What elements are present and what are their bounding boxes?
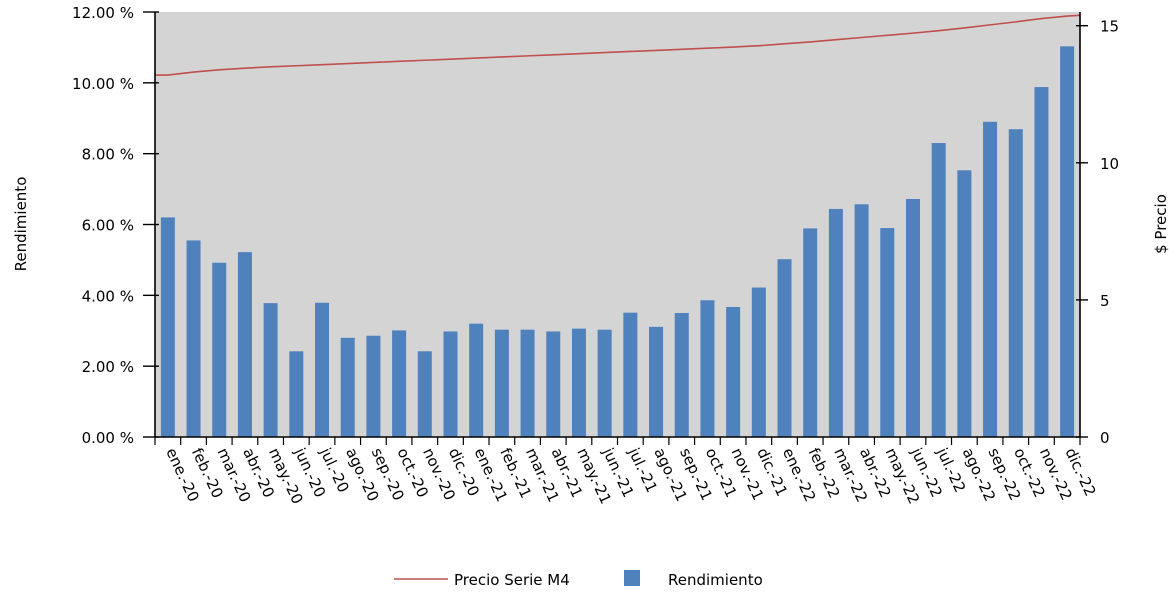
bar-12 [469, 323, 484, 437]
bar-30 [931, 143, 946, 438]
bar-23 [751, 287, 766, 437]
bar-16 [571, 328, 586, 438]
bar-18 [623, 312, 638, 437]
bar-1 [186, 240, 201, 437]
bar-26 [828, 208, 843, 437]
bar-10 [417, 351, 432, 437]
bar-7 [340, 337, 355, 437]
axes-group [143, 11, 1088, 445]
bar-28 [880, 228, 895, 437]
y2-axis-title: $ Precio [1152, 194, 1170, 254]
y-tick-labels: 0.00 % 2.00 % 4.00 % 6.00 % 8.00 % 10.00 % 12.… [72, 4, 134, 447]
y2-tick-label: 15 [1100, 18, 1119, 36]
price-line [155, 14, 1081, 76]
y2-tick-label: 10 [1100, 155, 1119, 173]
bar-0 [160, 217, 175, 437]
bar-35 [1060, 46, 1075, 437]
y-tick-label: 4.00 % [82, 287, 134, 305]
bars-group [160, 46, 1075, 438]
y2-tick-label: 0 [1100, 429, 1110, 447]
bar-22 [726, 307, 741, 437]
y-tick-label: 6.00 % [82, 217, 134, 235]
legend-label-rendimiento: Rendimiento [668, 571, 763, 589]
bar-21 [700, 300, 715, 437]
y2-tick-label: 5 [1100, 292, 1110, 310]
bar-14 [520, 329, 535, 437]
bar-27 [854, 204, 869, 437]
bar-4 [263, 303, 278, 438]
bar-2 [212, 262, 227, 437]
y2-tick-labels: 0 5 10 15 [1100, 18, 1119, 447]
bar-13 [494, 329, 509, 437]
bar-19 [649, 326, 664, 437]
bar-34 [1034, 87, 1049, 437]
y-tick-label: 10.00 % [72, 75, 134, 93]
y-tick-label: 2.00 % [82, 358, 134, 376]
bar-11 [443, 331, 458, 437]
y-tick-label: 12.00 % [72, 4, 134, 22]
bar-15 [546, 331, 561, 437]
legend-bar-swatch [624, 570, 640, 586]
bar-5 [289, 351, 304, 437]
y-tick-label: 0.00 % [82, 429, 134, 447]
bar-8 [366, 335, 381, 437]
bar-29 [905, 199, 920, 437]
bar-33 [1008, 129, 1023, 438]
legend-label-price: Precio Serie M4 [454, 571, 570, 589]
legend: Precio Serie M4 Rendimiento [394, 570, 763, 589]
bar-25 [803, 228, 818, 437]
plot-area [155, 12, 1080, 437]
bar-9 [392, 330, 407, 437]
bar-17 [597, 329, 612, 437]
y-tick-label: 8.00 % [82, 146, 134, 164]
bar-32 [983, 121, 998, 437]
y-axis-title: Rendimiento [12, 177, 30, 272]
bar-31 [957, 170, 972, 437]
bar-3 [237, 252, 252, 438]
x-tick-labels: ene.-20feb.-20mar.-20abr.-20may.-20jun.-… [162, 444, 1099, 507]
bar-6 [315, 302, 330, 437]
bar-24 [777, 259, 792, 437]
bar-20 [674, 313, 689, 437]
